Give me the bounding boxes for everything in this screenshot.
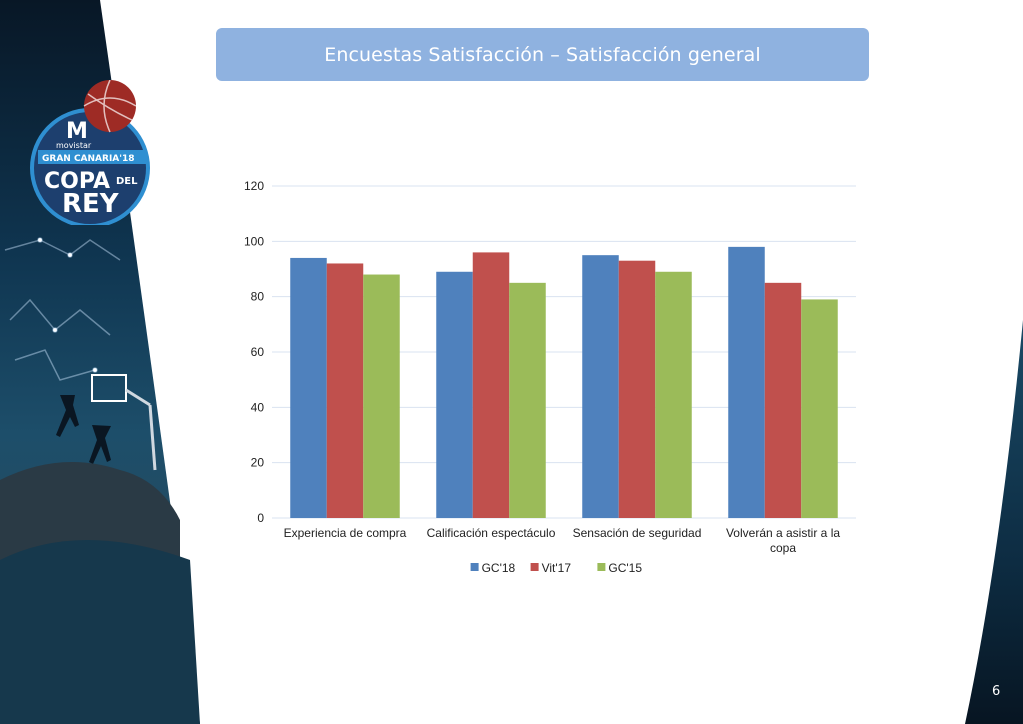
y-tick-label: 60 xyxy=(251,345,265,359)
bar xyxy=(436,271,473,518)
logo-rey: REY xyxy=(62,189,120,219)
bar xyxy=(363,274,400,518)
x-tick-label: Calificación espectáculo xyxy=(427,526,556,540)
y-tick-label: 40 xyxy=(251,400,265,414)
bar xyxy=(472,252,510,518)
legend-swatch xyxy=(470,563,479,571)
x-tick-label: Volverán a asistir a la xyxy=(726,526,840,540)
logo-brand: movistar xyxy=(56,141,92,150)
bar xyxy=(290,257,327,518)
bar xyxy=(764,282,802,518)
right-decor-panel xyxy=(965,320,1023,724)
bar xyxy=(728,246,765,518)
legend-swatch xyxy=(597,563,606,571)
y-tick-label: 80 xyxy=(251,290,265,304)
logo-del: DEL xyxy=(116,176,138,187)
bar xyxy=(655,271,692,518)
copa-del-rey-logo: M movistar GRAN CANARIA'18 COPA DEL REY xyxy=(30,80,150,225)
svg-text:M: M xyxy=(66,119,88,144)
y-tick-label: 120 xyxy=(244,179,264,193)
bar-chart: 0 20 40 60 80 100 120 Experiencia de compra Cali… xyxy=(244,179,856,575)
y-tick-label: 0 xyxy=(257,511,264,525)
legend-swatch xyxy=(530,563,539,571)
x-tick-label: Experiencia de compra xyxy=(284,526,407,540)
basketball-scene-decor xyxy=(0,374,200,724)
legend-label: GC'18 xyxy=(482,561,516,575)
bar xyxy=(509,282,546,518)
logo-edition: GRAN CANARIA'18 xyxy=(42,154,135,164)
bar xyxy=(801,299,838,518)
x-tick-label: Sensación de seguridad xyxy=(573,526,702,540)
basketball-icon xyxy=(84,80,136,132)
bar xyxy=(582,255,619,518)
page-number: 6 xyxy=(992,684,1001,699)
y-tick-label: 100 xyxy=(244,234,264,248)
bar xyxy=(326,263,364,518)
legend-label: GC'15 xyxy=(608,561,642,575)
title-banner: Encuestas Satisfacción – Satisfacción ge… xyxy=(216,28,869,81)
x-tick-label: copa xyxy=(770,541,796,555)
y-tick-label: 20 xyxy=(251,456,265,470)
legend-label: Vit'17 xyxy=(542,561,572,575)
bar xyxy=(618,260,656,518)
slide-title: Encuestas Satisfacción – Satisfacción ge… xyxy=(324,43,761,66)
logo-copa: COPA xyxy=(44,169,110,194)
constellation-decor xyxy=(4,237,121,381)
